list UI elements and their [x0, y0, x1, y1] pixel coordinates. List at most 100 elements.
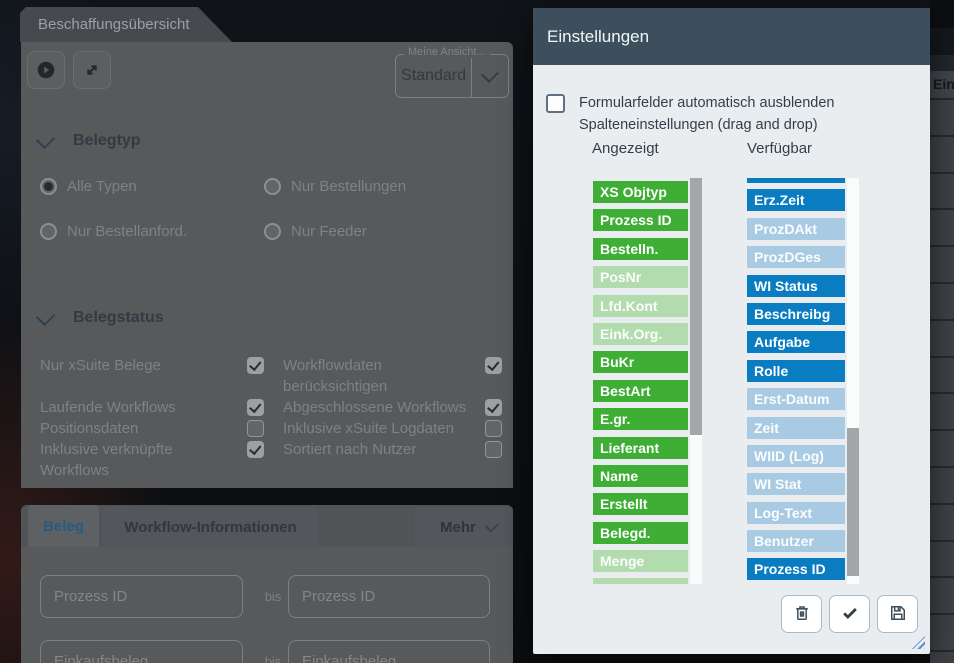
checkbox[interactable] — [485, 420, 502, 437]
column-item[interactable]: Zeit — [747, 416, 845, 439]
column-item[interactable]: PosNr — [593, 266, 688, 289]
save-button[interactable] — [877, 595, 918, 633]
available-column-scrollbar[interactable] — [847, 178, 859, 584]
radio-option[interactable]: Nur Feeder — [264, 223, 406, 240]
column-item[interactable]: Lieferant — [593, 436, 688, 459]
radio-option[interactable]: Nur Bestellanford. — [40, 223, 264, 240]
column-item[interactable] — [593, 578, 688, 584]
checkbox[interactable] — [247, 441, 264, 458]
more-tabs-button[interactable]: Mehr — [415, 507, 513, 547]
column-item[interactable]: Lfd.Kont — [593, 294, 688, 317]
auto-hide-checkbox[interactable] — [546, 94, 565, 113]
column-item[interactable]: ProzDGes — [747, 246, 845, 269]
background-table-fragment: Ein — [930, 0, 954, 663]
tab-workflow-informationen[interactable]: Workflow-Informationen — [103, 507, 318, 547]
column-item[interactable]: BestArt — [593, 379, 688, 402]
radio-icon[interactable] — [264, 178, 281, 195]
play-icon — [37, 61, 55, 79]
column-item[interactable]: Belegd. — [593, 521, 688, 544]
chevron-down-icon[interactable] — [35, 129, 56, 149]
column-item[interactable]: Prozess ID — [747, 558, 845, 581]
resize-handle[interactable] — [912, 636, 925, 649]
checkbox[interactable] — [485, 357, 502, 374]
check-icon — [840, 603, 860, 626]
background-table-row — [930, 392, 954, 430]
column-item[interactable]: Rolle — [747, 359, 845, 382]
checkbox-label: Workflowdaten berücksichtigen — [283, 357, 388, 395]
column-item[interactable]: Benutzer — [747, 530, 845, 553]
background-table-row — [930, 355, 954, 393]
column-item[interactable]: Bestelln. — [593, 237, 688, 260]
available-column-header: Verfügbar — [747, 140, 813, 157]
section-title: Belegtyp — [73, 132, 141, 149]
background-table-row — [930, 502, 954, 540]
section-belegtyp-header[interactable]: Belegtyp — [35, 129, 141, 150]
background-table-row — [930, 208, 954, 246]
chevron-down-icon — [484, 517, 499, 533]
apply-button[interactable] — [829, 595, 870, 633]
tab-beschaffungsuebersicht[interactable]: Beschaffungsübersicht — [20, 7, 232, 42]
column-item[interactable]: WI Status — [747, 274, 845, 297]
view-selector-dropdown[interactable] — [472, 55, 508, 97]
range-to-input[interactable] — [288, 575, 490, 618]
column-item[interactable] — [747, 178, 845, 183]
section-belegstatus-header[interactable]: Belegstatus — [35, 306, 164, 327]
column-item[interactable]: XS Objtyp — [593, 181, 688, 203]
checkbox[interactable] — [485, 441, 502, 458]
background-table-row — [930, 465, 954, 503]
more-label: Mehr — [440, 518, 476, 536]
column-item[interactable]: BuKr — [593, 351, 688, 374]
background-band — [930, 28, 954, 55]
column-item[interactable]: Log-Text — [747, 501, 845, 524]
column-item[interactable]: E.gr. — [593, 408, 688, 431]
settings-dialog: Einstellungen Formularfelder automatisch… — [533, 8, 930, 654]
range-row: bis — [21, 575, 513, 618]
checkbox-label: Inklusive verknüpfte Workflows — [40, 441, 173, 479]
checkbox[interactable] — [247, 357, 264, 374]
save-icon — [888, 603, 908, 626]
shown-column-scrollbar[interactable] — [690, 178, 702, 584]
column-item[interactable]: Erstellt — [593, 493, 688, 516]
column-item[interactable]: WIID (Log) — [747, 444, 845, 467]
column-item[interactable]: Eink.Org. — [593, 322, 688, 345]
column-item[interactable]: WI Stat — [747, 473, 845, 496]
radio-option[interactable]: Nur Bestellungen — [264, 178, 406, 195]
radio-icon[interactable] — [264, 223, 281, 240]
radio-icon[interactable] — [40, 223, 57, 240]
checkbox[interactable] — [485, 399, 502, 416]
tab-beleg[interactable]: Beleg — [28, 505, 99, 547]
chevron-down-icon — [481, 65, 499, 83]
column-item[interactable]: Prozess ID — [593, 209, 688, 232]
column-item[interactable]: Beschreibg — [747, 302, 845, 325]
shown-column-header: Angezeigt — [592, 140, 659, 157]
range-separator: bis — [264, 654, 282, 663]
column-item[interactable]: Erst-Datum — [747, 388, 845, 411]
radio-icon[interactable] — [40, 178, 57, 195]
column-item[interactable]: Menge — [593, 550, 688, 573]
view-selector-value: Standard — [396, 55, 472, 97]
column-item[interactable]: Erz.Zeit — [747, 189, 845, 212]
background-table-row — [930, 98, 954, 135]
scrollbar-thumb[interactable] — [847, 428, 859, 576]
radio-option[interactable]: Alle Typen — [40, 178, 264, 195]
scrollbar-thumb[interactable] — [690, 178, 702, 435]
range-to-input[interactable] — [288, 640, 490, 663]
run-button[interactable] — [27, 51, 65, 89]
range-from-input[interactable] — [40, 575, 243, 618]
section-title: Belegstatus — [73, 309, 164, 326]
belegtyp-radio-group: Alle Typen Nur Bestellungen Nur Bestellanf… — [40, 178, 406, 240]
column-item[interactable]: Name — [593, 464, 688, 487]
column-item[interactable]: ProzDAkt — [747, 217, 845, 240]
checkbox[interactable] — [247, 399, 264, 416]
delete-button[interactable] — [781, 595, 822, 633]
background-table-row — [930, 576, 954, 614]
view-selector[interactable]: Meine Ansicht... Standard — [395, 46, 509, 98]
columns-heading: Spalteneinstellungen (drag and drop) — [579, 117, 818, 133]
expand-button[interactable] — [73, 51, 111, 89]
chevron-down-icon[interactable] — [35, 306, 56, 326]
column-item[interactable]: Aufgabe — [747, 331, 845, 354]
filter-panel: Meine Ansicht... Standard Belegtyp Alle … — [21, 42, 513, 488]
range-from-input[interactable] — [40, 640, 243, 663]
checkbox[interactable] — [247, 420, 264, 437]
dialog-footer — [781, 595, 918, 633]
